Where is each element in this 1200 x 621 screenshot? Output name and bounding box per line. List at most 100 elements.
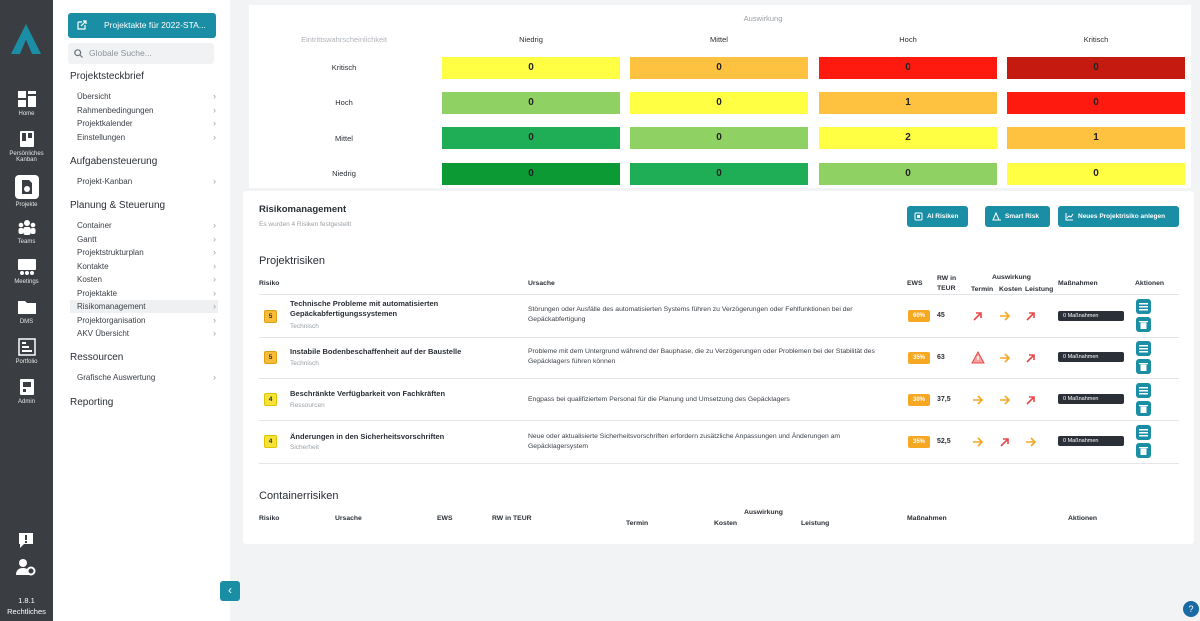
- nav-item-uebersicht[interactable]: Übersicht ›: [70, 90, 218, 103]
- risk-title[interactable]: Instabile Bodenbeschaffenheit auf der Ba…: [290, 347, 462, 356]
- col-aktionen: Aktionen: [1135, 280, 1165, 287]
- measures-button[interactable]: 0 Maßnahmen: [1058, 436, 1124, 446]
- measures-button[interactable]: 0 Maßnahmen: [1058, 394, 1124, 404]
- delete-risk-button[interactable]: [1136, 359, 1151, 374]
- risk-cause: Engpass bei qualifiziertem Personal für …: [528, 396, 790, 403]
- nav-item-akv-uebersicht[interactable]: AKV Übersicht ›: [70, 327, 218, 340]
- matrix-cell[interactable]: 0: [630, 127, 808, 149]
- nav-item-projektorganisation[interactable]: Projektorganisation ›: [70, 314, 218, 327]
- matrix-cell[interactable]: 0: [1007, 92, 1185, 114]
- nav-item-projektstrukturplan[interactable]: Projektstrukturplan ›: [70, 246, 218, 259]
- rail-projects[interactable]: Projekte: [0, 175, 53, 208]
- delete-risk-button[interactable]: [1136, 443, 1151, 458]
- app-rail: Home Persönliches Kanban Projekte Teams …: [0, 0, 53, 621]
- help-button[interactable]: ?: [1183, 601, 1199, 617]
- chevron-right-icon: ›: [213, 105, 216, 115]
- matrix-cell[interactable]: 0: [630, 92, 808, 114]
- risk-category: Sicherheit: [290, 444, 319, 451]
- trash-icon: [1139, 321, 1148, 329]
- matrix-cell[interactable]: 0: [1007, 57, 1185, 79]
- rail-meetings[interactable]: Meetings: [0, 258, 53, 285]
- app-logo[interactable]: [9, 22, 43, 56]
- smart-risk-button[interactable]: Smart Risk: [985, 206, 1050, 227]
- nav-item-rahmenbedingungen[interactable]: Rahmenbedingungen ›: [70, 104, 218, 117]
- rail-meetings-label: Meetings: [14, 279, 39, 285]
- rw-value: 45: [937, 312, 945, 319]
- meetings-icon: [17, 259, 36, 275]
- matrix-cell[interactable]: 0: [442, 92, 620, 114]
- app-version: 1.8.1: [18, 596, 35, 605]
- user-settings-icon[interactable]: [16, 558, 36, 576]
- rail-home[interactable]: Home: [0, 90, 53, 117]
- nav-item-projekt-kanban[interactable]: Projekt-Kanban ›: [70, 175, 218, 188]
- rail-kanban[interactable]: Persönliches Kanban: [0, 130, 53, 163]
- global-search-input[interactable]: Globale Suche...: [68, 43, 214, 64]
- edit-risk-button[interactable]: [1136, 299, 1151, 314]
- matrix-cell[interactable]: 0: [819, 163, 997, 185]
- rail-teams[interactable]: Teams: [0, 218, 53, 245]
- delete-risk-button[interactable]: [1136, 317, 1151, 332]
- risk-title[interactable]: Technische Probleme mit automatisierten …: [290, 299, 439, 318]
- row-divider: [259, 463, 1179, 464]
- project-file-button[interactable]: Projektakte für 2022-STA...: [68, 13, 216, 38]
- row-divider: [259, 378, 1179, 379]
- risk-category: Ressourcen: [290, 402, 325, 409]
- portfolio-icon: [17, 338, 36, 356]
- row-divider: [259, 337, 1179, 338]
- nav-item-label: AKV Übersicht: [77, 329, 130, 338]
- ai-risks-button[interactable]: AI Risiken: [907, 206, 968, 227]
- matrix-cell[interactable]: 0: [442, 163, 620, 185]
- list-icon: [1139, 429, 1148, 437]
- edit-risk-button[interactable]: [1136, 425, 1151, 440]
- nav-item-einstellungen[interactable]: Einstellungen ›: [70, 131, 218, 144]
- collapse-nav-button[interactable]: ‹: [220, 581, 240, 601]
- help-icon: ?: [1188, 604, 1194, 614]
- nav-item-projektkalender[interactable]: Projektkalender ›: [70, 117, 218, 130]
- matrix-cell[interactable]: 1: [819, 92, 997, 114]
- nav-item-grafische-auswertung[interactable]: Grafische Auswertung ›: [70, 371, 218, 384]
- teams-icon: [18, 220, 35, 235]
- nav-section-reporting[interactable]: Reporting: [70, 397, 114, 408]
- chevron-right-icon: ›: [213, 315, 216, 325]
- matrix-col-label: Kritisch: [1083, 35, 1109, 44]
- ews-badge: 35%: [908, 436, 930, 448]
- nav-item-risikomanagement[interactable]: Risikomanagement ›: [70, 300, 218, 313]
- edit-risk-button[interactable]: [1136, 383, 1151, 398]
- matrix-cell[interactable]: 1: [1007, 127, 1185, 149]
- chevron-right-icon: ›: [213, 274, 216, 284]
- impact-up-icon: [1026, 396, 1035, 405]
- measures-button[interactable]: 0 Maßnahmen: [1058, 311, 1124, 321]
- rail-portfolio[interactable]: Portfolio: [0, 338, 53, 365]
- measures-button[interactable]: 0 Maßnahmen: [1058, 352, 1124, 362]
- ews-badge: 30%: [908, 394, 930, 406]
- edit-risk-button[interactable]: [1136, 341, 1151, 356]
- feedback-icon[interactable]: [17, 532, 35, 550]
- delete-risk-button[interactable]: [1136, 401, 1151, 416]
- matrix-cell[interactable]: 0: [819, 57, 997, 79]
- nav-item-label: Container: [77, 221, 112, 230]
- new-risk-button[interactable]: Neues Projektrisiko anlegen: [1058, 206, 1179, 227]
- matrix-col-label: Hoch: [899, 35, 917, 44]
- risk-title[interactable]: Änderungen in den Sicherheitsvorschrifte…: [290, 432, 445, 441]
- nav-item-label: Kontakte: [77, 262, 109, 271]
- matrix-cell[interactable]: 0: [630, 57, 808, 79]
- rail-admin[interactable]: Admin: [0, 378, 53, 405]
- matrix-cell[interactable]: 0: [1007, 163, 1185, 185]
- nav-item-gantt[interactable]: Gantt ›: [70, 233, 218, 246]
- matrix-cell[interactable]: 0: [442, 127, 620, 149]
- legal-link[interactable]: Rechtliches: [7, 607, 46, 616]
- col-auswirkung: Auswirkung: [992, 274, 1031, 281]
- matrix-cell[interactable]: 2: [819, 127, 997, 149]
- kanban-icon: [19, 131, 34, 147]
- nav-item-kontakte[interactable]: Kontakte ›: [70, 260, 218, 273]
- nav-section-planung: Planung & Steuerung: [70, 200, 166, 211]
- matrix-col-label: Niedrig: [519, 35, 543, 44]
- nav-item-projektakte[interactable]: Projektakte ›: [70, 287, 218, 300]
- nav-item-container[interactable]: Container ›: [70, 219, 218, 232]
- nav-item-kosten[interactable]: Kosten ›: [70, 273, 218, 286]
- risk-title[interactable]: Beschränkte Verfügbarkeit von Fachkräfte…: [290, 389, 446, 398]
- matrix-cell[interactable]: 0: [442, 57, 620, 79]
- rail-dms[interactable]: DMS: [0, 298, 53, 325]
- matrix-cell[interactable]: 0: [630, 163, 808, 185]
- rail-portfolio-label: Portfolio: [15, 359, 38, 365]
